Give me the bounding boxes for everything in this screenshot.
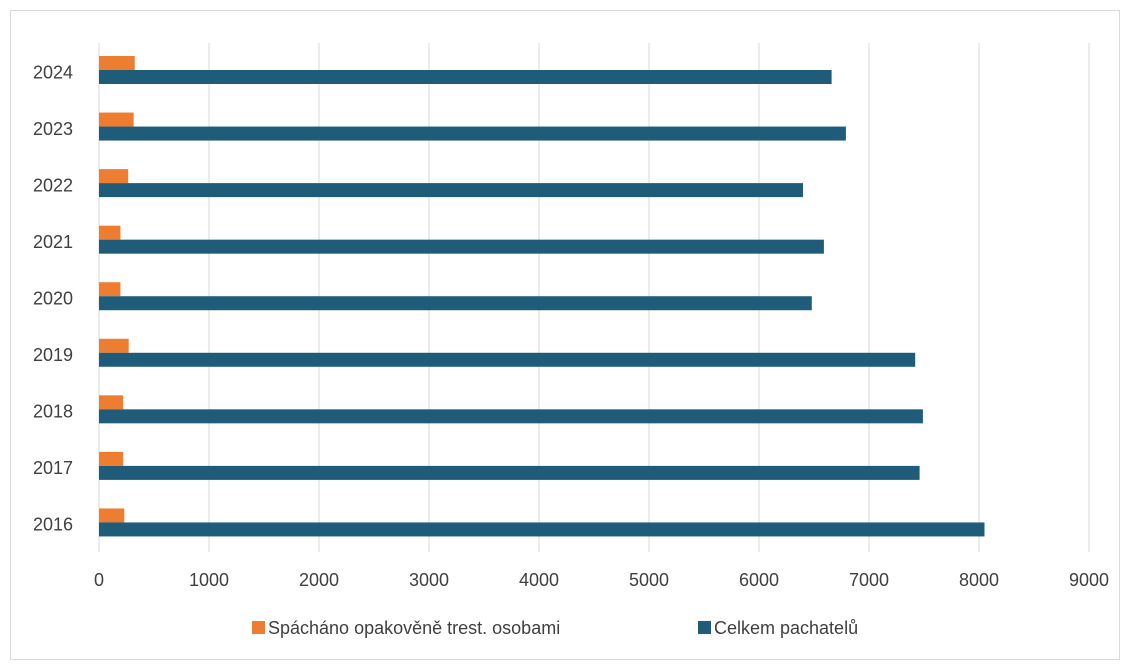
y-tick-label: 2017 [33,458,73,478]
bar-2019-repeat-offenders [99,338,129,353]
bar-2023-total-offenders [99,126,846,141]
bar-2016-repeat-offenders [99,508,125,523]
bar-2020-total-offenders [99,296,812,311]
bars [99,56,985,537]
bar-2022-repeat-offenders [99,169,129,184]
x-tick-label: 5000 [629,570,669,590]
bar-2019-total-offenders [99,352,916,367]
legend: Spácháno opakověně trest. osobami Celkem … [252,618,858,638]
x-tick-label: 2000 [299,570,339,590]
chart-frame [10,10,1120,660]
x-tick-label: 8000 [959,570,999,590]
y-tick-label: 2024 [33,62,73,82]
legend-label-total-offenders: Celkem pachatelů [714,618,858,638]
bar-2020-repeat-offenders [99,282,121,297]
y-tick-label: 2021 [33,232,73,252]
y-tick-label: 2020 [33,289,73,309]
y-tick-label: 2018 [33,402,73,422]
bar-2018-total-offenders [99,409,923,424]
x-tick-label: 0 [94,570,104,590]
bar-2022-total-offenders [99,183,803,198]
bar-2018-repeat-offenders [99,395,124,410]
y-tick-label: 2023 [33,119,73,139]
bar-2021-total-offenders [99,239,824,254]
bar-2024-repeat-offenders [99,56,135,70]
y-tick-label: 2016 [33,515,73,535]
y-tick-label: 2019 [33,345,73,365]
bar-2017-total-offenders [99,465,920,480]
bar-2021-repeat-offenders [99,225,121,240]
legend-swatch-repeat-offenders [252,621,265,634]
x-tick-label: 7000 [849,570,889,590]
axis-labels: 0 1000 2000 3000 4000 5000 6000 7000 8000 9000 201… [33,62,1109,590]
bar-2023-repeat-offenders [99,112,134,127]
x-tick-label: 9000 [1069,570,1109,590]
bar-2016-total-offenders [99,522,985,537]
x-tick-label: 4000 [519,570,559,590]
legend-swatch-total-offenders [698,621,711,634]
x-tick-label: 6000 [739,570,779,590]
y-tick-label: 2022 [33,175,73,195]
legend-label-repeat-offenders: Spácháno opakověně trest. osobami [268,618,560,638]
bar-2024-total-offenders [99,70,832,84]
x-tick-label: 3000 [409,570,449,590]
bar-2017-repeat-offenders [99,451,124,466]
x-tick-label: 1000 [189,570,229,590]
